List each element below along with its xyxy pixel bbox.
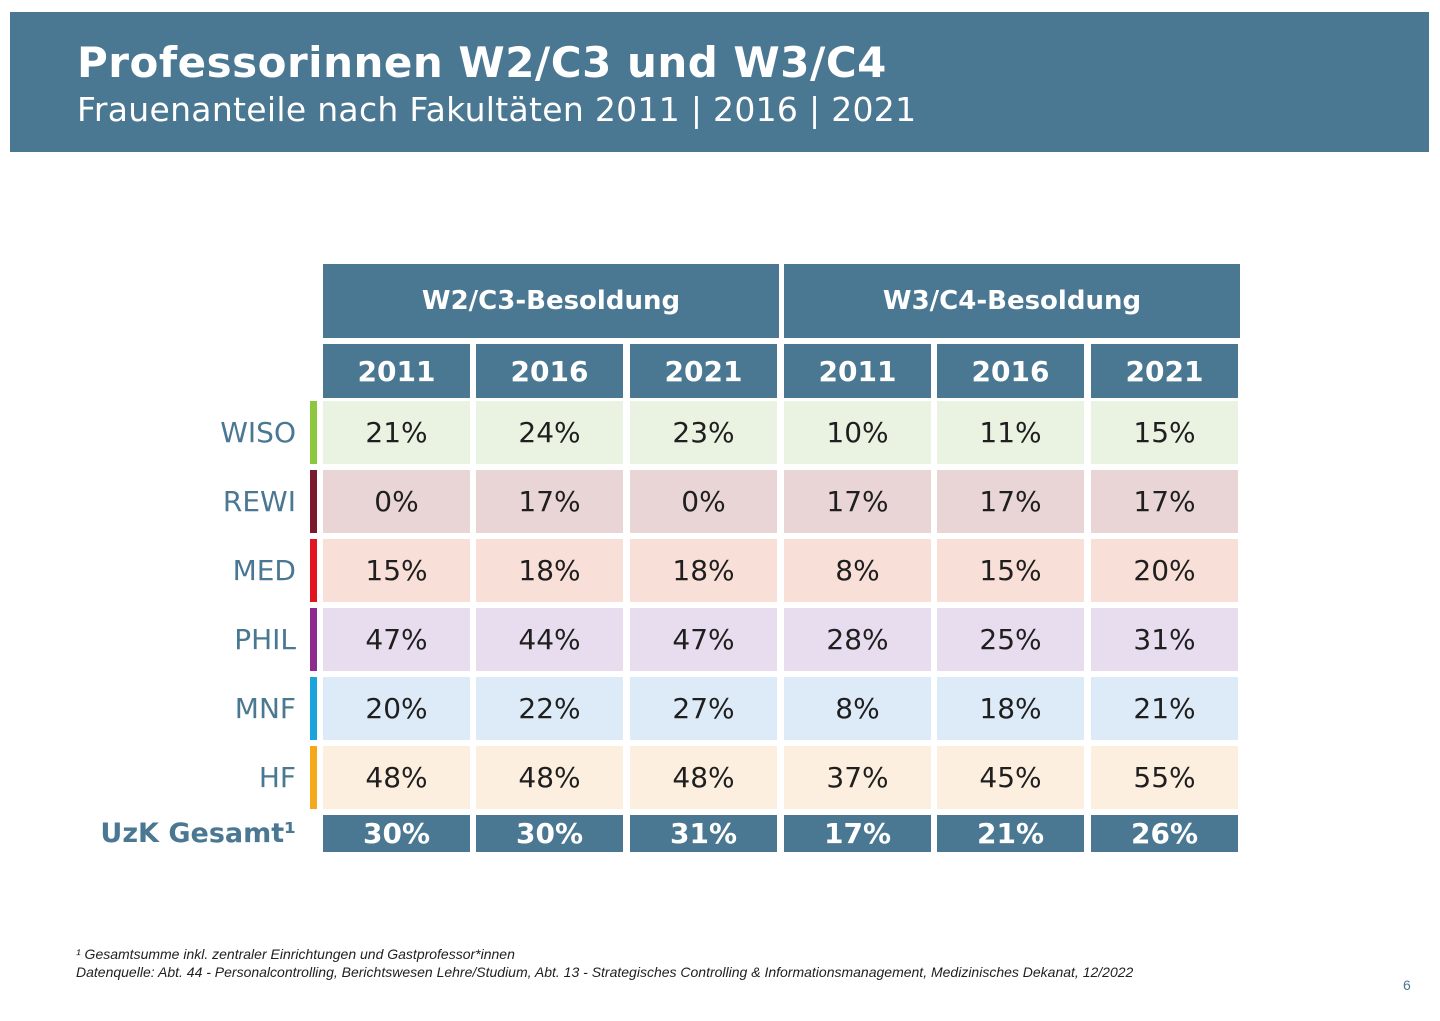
faculty-color-bar [310,470,317,533]
total-cell: 26% [1091,815,1238,852]
table-cell: 48% [323,746,470,809]
table-cell: 28% [784,608,931,671]
table-cell: 31% [1091,608,1238,671]
table-cell: 21% [1091,677,1238,740]
faculty-label: REWI [222,485,296,518]
table-cell: 25% [937,608,1084,671]
faculty-label: WISO [220,416,296,449]
table-cell: 22% [476,677,623,740]
year-header: 2011 [323,344,470,398]
table-cell: 8% [784,539,931,602]
table-cell: 17% [784,470,931,533]
faculty-color-bar [310,608,317,671]
table-cell: 48% [630,746,777,809]
group-header: W3/C4-Besoldung [784,264,1240,338]
table-cell: 27% [630,677,777,740]
table-cell: 23% [630,401,777,464]
table-cell: 15% [937,539,1084,602]
total-label: UzK Gesamt¹ [100,818,296,849]
page-title: Professorinnen W2/C3 und W3/C4 [77,38,887,87]
data-source-note: Datenquelle: Abt. 44 - Personalcontrolli… [76,964,1134,980]
table-cell: 18% [937,677,1084,740]
faculty-label: MED [232,554,296,587]
total-cell: 31% [630,815,777,852]
table-cell: 48% [476,746,623,809]
faculty-color-bar [310,401,317,464]
table-cell: 8% [784,677,931,740]
year-header: 2016 [937,344,1084,398]
total-cell: 17% [784,815,931,852]
title-banner: Professorinnen W2/C3 und W3/C4 Frauenant… [10,12,1429,152]
table-cell: 21% [323,401,470,464]
faculty-label: MNF [234,692,296,725]
table-cell: 17% [476,470,623,533]
table-cell: 17% [937,470,1084,533]
table-cell: 37% [784,746,931,809]
year-header: 2011 [784,344,931,398]
table-cell: 15% [323,539,470,602]
table-cell: 20% [323,677,470,740]
table-cell: 47% [630,608,777,671]
table-cell: 18% [476,539,623,602]
total-cell: 21% [937,815,1084,852]
table-cell: 24% [476,401,623,464]
group-header: W2/C3-Besoldung [323,264,779,338]
year-header: 2016 [476,344,623,398]
year-header: 2021 [630,344,777,398]
table-cell: 0% [323,470,470,533]
faculty-color-bar [310,746,317,809]
page-number: 6 [1403,977,1411,993]
table-cell: 45% [937,746,1084,809]
page-subtitle: Frauenanteile nach Fakultäten 2011 | 201… [77,90,917,129]
faculty-color-bar [310,677,317,740]
table-cell: 15% [1091,401,1238,464]
table-cell: 44% [476,608,623,671]
table-cell: 20% [1091,539,1238,602]
faculty-label: PHIL [234,623,296,656]
table-cell: 18% [630,539,777,602]
table-cell: 10% [784,401,931,464]
faculty-color-bar [310,539,317,602]
table-cell: 0% [630,470,777,533]
table-cell: 17% [1091,470,1238,533]
total-cell: 30% [323,815,470,852]
footnote-total: ¹ Gesamtsumme inkl. zentraler Einrichtun… [76,946,515,962]
year-header: 2021 [1091,344,1238,398]
table-cell: 11% [937,401,1084,464]
table-cell: 55% [1091,746,1238,809]
faculty-label: HF [258,761,296,794]
table-cell: 47% [323,608,470,671]
total-cell: 30% [476,815,623,852]
